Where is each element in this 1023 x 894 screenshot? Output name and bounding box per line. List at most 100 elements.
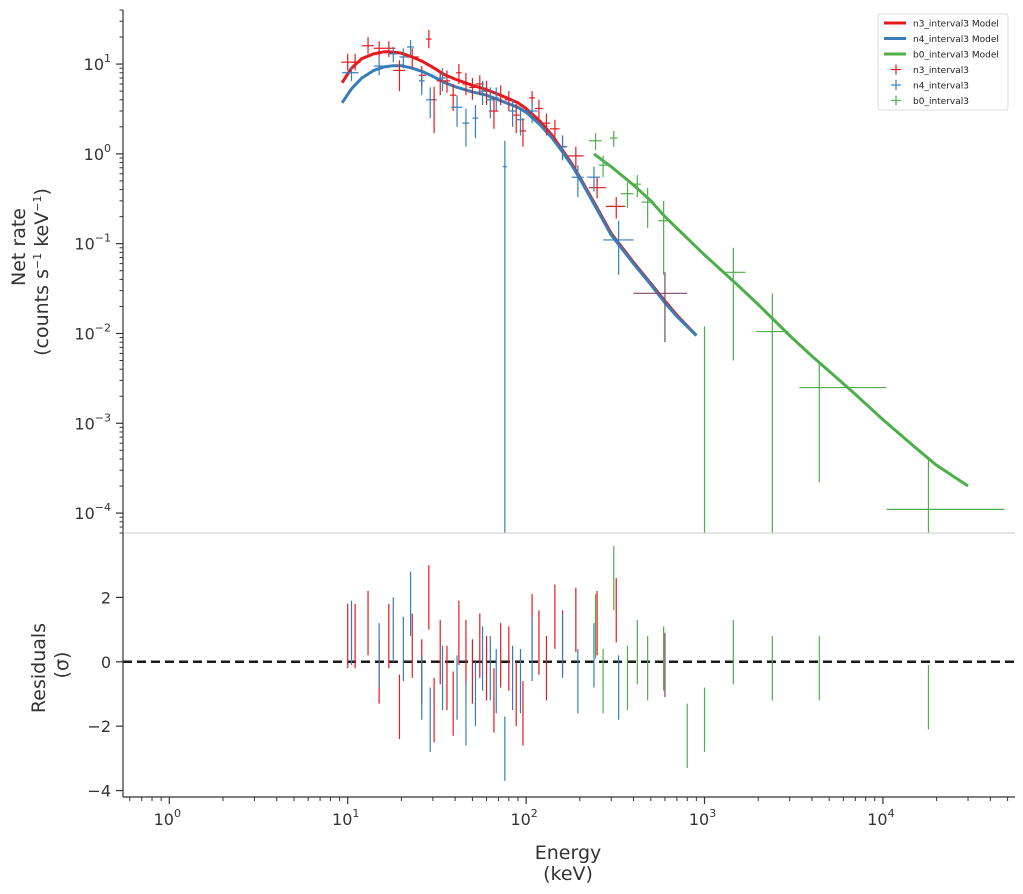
spectrum-y-units: (counts s−1 keV−1) [31, 188, 53, 356]
data-point [620, 182, 634, 208]
y-tick-label: 101 [84, 52, 111, 74]
data-point [393, 60, 406, 92]
legend-entry: n3_interval3 [891, 64, 969, 76]
x-axis-label: Energy [535, 842, 602, 864]
legend-label: n3_interval3 Model [913, 20, 999, 30]
data-points [341, 29, 1005, 533]
data-point [571, 165, 584, 198]
data-point [886, 457, 1005, 533]
spectrum-panel: 101 100 10−1 10−2 10−3 10−4 n3_interval3 Mode… [8, 9, 1015, 534]
x-tick-label: 102 [510, 807, 537, 829]
data-point [542, 113, 550, 136]
data-point [462, 72, 470, 96]
data-point [526, 101, 538, 124]
data-point [504, 91, 513, 112]
data-point [342, 66, 359, 81]
legend-label: n4_interval3 Model [913, 35, 999, 45]
legend-entry: b0_interval3 [891, 95, 969, 107]
data-point [605, 197, 626, 219]
x-tick-label: 100 [154, 807, 181, 829]
data-point [756, 293, 789, 533]
data-point [502, 140, 507, 533]
data-point [534, 99, 543, 119]
data-point [609, 130, 618, 147]
data-point [516, 108, 525, 136]
data-point [588, 133, 602, 151]
spectrum-y-label: Net rate [8, 208, 30, 286]
model-line [340, 64, 698, 337]
data-point [456, 64, 462, 84]
data-point [493, 87, 499, 112]
data-point [450, 83, 457, 112]
data-point [508, 99, 517, 127]
x-tick-label: 104 [867, 807, 894, 829]
legend-label: n4_interval3 [913, 82, 969, 92]
data-point [721, 247, 746, 361]
x-axis-units: (keV) [543, 863, 593, 885]
legend: n3_interval3 Model n4_interval3 Model b0_i… [877, 13, 1009, 111]
legend-entry: n4_interval3 Model [884, 35, 999, 45]
legend-frame [877, 13, 1009, 111]
spectrum-y-axis: 101 100 10−1 10−2 10−3 10−4 [74, 9, 1015, 534]
data-point [512, 103, 520, 134]
y-tick-label: 10−1 [74, 232, 111, 254]
data-point [557, 135, 568, 161]
residual-y-tick-label: 0 [101, 653, 111, 672]
data-point [598, 155, 608, 178]
x-tick-label: 101 [332, 807, 359, 829]
residuals-axes: 2 0 −2 −4 100 101 102 103 104 [87, 533, 1015, 829]
residual-y-tick-label: −4 [87, 782, 111, 801]
y-tick-label: 10−4 [74, 501, 111, 523]
data-point [373, 41, 385, 57]
data-point [799, 362, 887, 483]
data-point [498, 85, 503, 106]
data-point [351, 53, 361, 71]
x-tick-label: 103 [689, 807, 716, 829]
legend-label: n3_interval3 [913, 66, 969, 76]
legend-label: b0_interval3 [913, 97, 969, 107]
residual-y-tick-label: 2 [101, 588, 111, 607]
legend-label: b0_interval3 Model [913, 51, 999, 61]
data-point [399, 48, 408, 69]
data-point [483, 80, 490, 106]
data-point [641, 187, 654, 228]
data-point [426, 87, 435, 119]
residuals-panel: 2 0 −2 −4 100 101 102 103 104 Residuals (σ) Ener… [28, 533, 1015, 885]
legend-entry: b0_interval3 Model [884, 51, 999, 61]
y-tick-label: 10−2 [74, 321, 111, 343]
data-point [658, 200, 669, 275]
data-point [633, 175, 641, 198]
data-point [439, 68, 446, 92]
model-curves [340, 50, 969, 488]
data-point [451, 95, 463, 127]
data-point [407, 40, 414, 56]
data-point [462, 108, 470, 147]
data-point [405, 48, 419, 69]
data-point [418, 70, 425, 96]
data-point [633, 272, 688, 343]
y-tick-label: 10−3 [74, 411, 111, 433]
model-line [593, 152, 969, 488]
data-point [568, 146, 584, 168]
residual-points [123, 545, 1015, 781]
data-point [431, 86, 437, 134]
data-point [549, 119, 560, 141]
data-point [472, 105, 479, 139]
data-point [478, 80, 487, 106]
y-tick-label: 100 [84, 142, 111, 164]
data-point [373, 56, 385, 76]
data-point [469, 77, 476, 100]
data-point [443, 70, 451, 93]
residuals-y-units: (σ) [51, 652, 73, 679]
data-point [588, 177, 606, 199]
residuals-y-label: Residuals [28, 623, 50, 713]
data-point [587, 166, 601, 192]
data-point [603, 220, 634, 275]
data-point [361, 37, 374, 54]
data-point [388, 46, 398, 63]
data-point [486, 87, 494, 119]
legend-entry: n3_interval3 Model [884, 20, 999, 30]
data-point [426, 29, 432, 49]
legend-entry: n4_interval3 [891, 80, 969, 92]
